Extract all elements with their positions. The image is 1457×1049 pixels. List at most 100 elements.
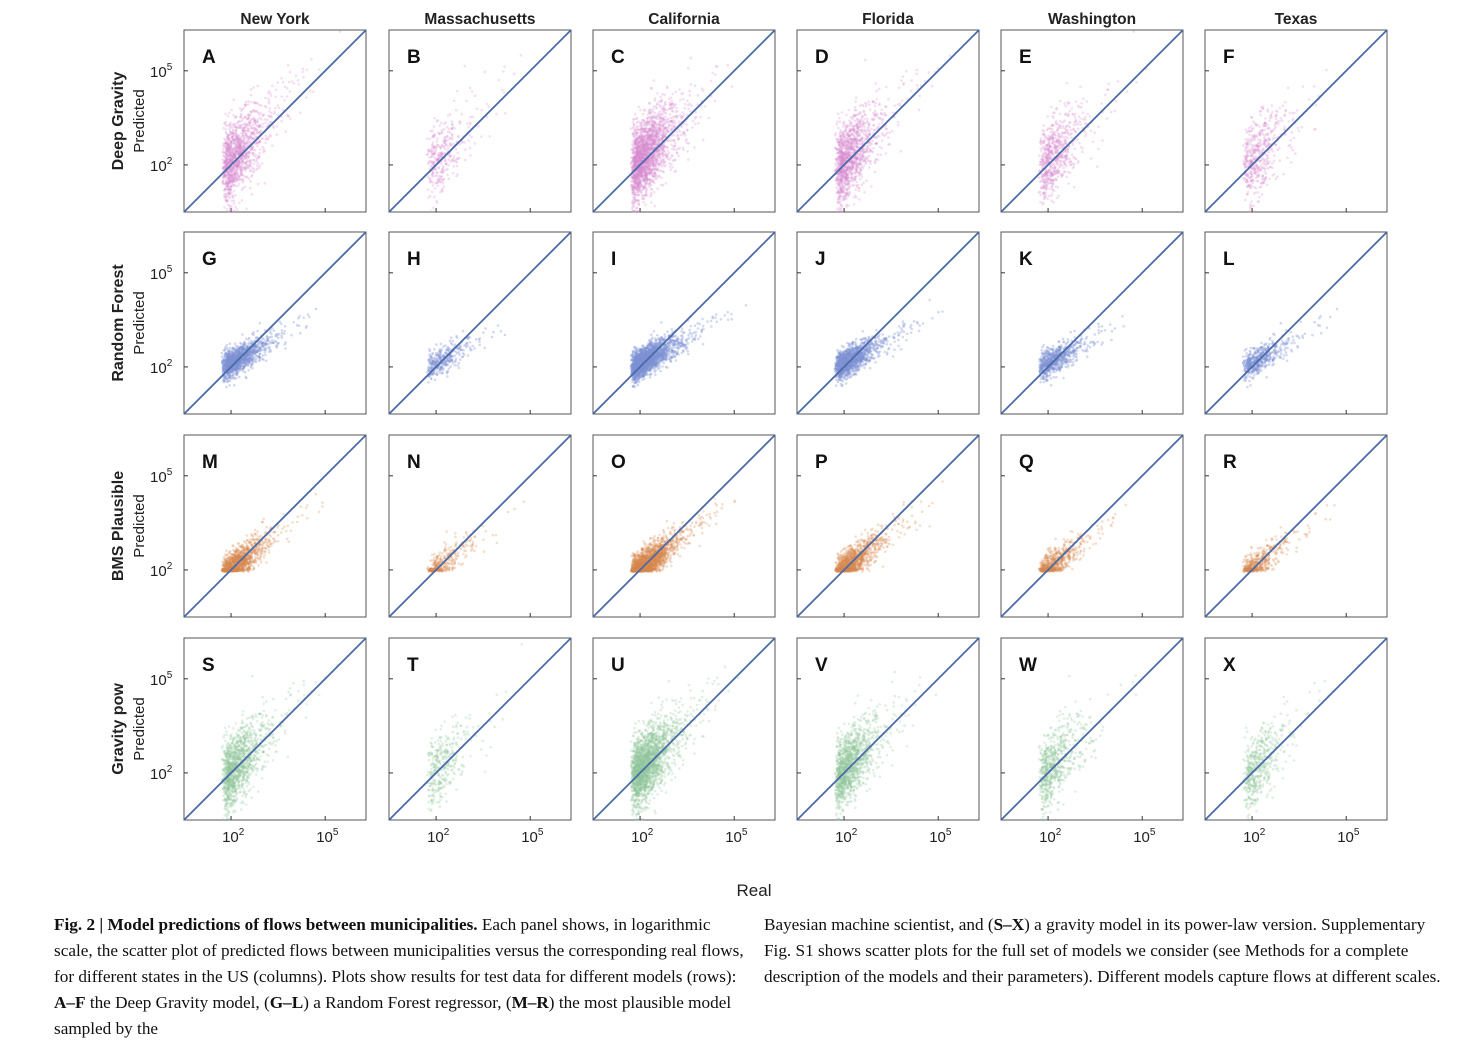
data-point [847,149,851,153]
data-point [651,134,655,137]
data-point [864,131,868,134]
data-point [252,170,256,174]
data-point [487,105,491,108]
data-point [838,116,841,120]
data-point [669,96,673,99]
data-point [263,118,267,121]
data-point [642,186,645,189]
data-point [272,124,275,128]
data-point [455,108,458,112]
data-point [239,164,243,168]
data-point [234,129,238,132]
data-point [852,203,856,206]
data-point [845,152,849,156]
data-point [849,161,852,164]
data-point [238,162,241,166]
data-point [847,108,851,112]
data-point [317,68,321,71]
data-point [857,186,860,190]
data-point [264,121,268,124]
data-point [258,148,262,151]
data-point [648,108,652,111]
data-point [651,179,655,182]
data-point [880,139,884,142]
data-point [229,132,232,136]
data-point [444,121,448,124]
data-point [658,137,662,141]
data-point [440,152,444,155]
data-point [645,162,648,166]
data-point [253,134,257,137]
data-point [464,148,467,151]
data-point [858,142,862,146]
data-point [229,146,232,149]
data-point [864,137,868,140]
data-point [457,135,460,138]
data-point [228,175,232,178]
data-point [254,156,258,159]
data-point [250,132,254,135]
data-point [227,195,230,199]
data-point [437,174,441,178]
data-point [910,79,913,82]
data-point [225,172,229,175]
data-point [269,92,272,95]
data-point [868,159,872,163]
data-point [648,123,651,126]
data-point [833,133,837,137]
data-point [887,98,890,101]
data-point [856,130,859,134]
data-point [837,175,840,178]
data-point [836,120,839,123]
data-point [677,154,680,158]
data-point [836,157,839,161]
data-point [455,161,459,164]
data-point [679,133,683,137]
data-point [670,109,674,112]
data-point [256,120,260,123]
data-point [426,148,430,152]
data-point [258,139,261,143]
data-point [248,124,252,127]
data-point [223,206,226,209]
data-point [638,134,641,138]
data-point [675,109,679,113]
data-point [676,134,679,138]
data-point [697,121,700,125]
data-point [858,153,862,156]
data-point [238,177,242,181]
data-point [652,79,656,82]
data-point [632,123,636,126]
data-point [244,167,248,170]
scatter-figure: New York Massachusetts California Florida Wa… [110,11,1388,900]
data-point [467,125,470,129]
data-point [848,190,851,194]
data-point [884,85,888,89]
data-point [288,70,292,74]
data-point [875,136,879,139]
data-point [456,89,459,93]
data-point [228,130,232,133]
data-point [654,105,658,109]
data-point [842,169,846,172]
data-point [658,105,662,108]
data-point [629,127,633,130]
data-point [227,150,230,154]
data-point [873,160,876,163]
data-point [225,132,228,135]
data-point [444,139,447,142]
data-point [261,114,265,118]
data-point [245,141,248,144]
data-point [884,105,887,109]
data-point [231,194,235,197]
data-point [839,130,842,134]
data-point [468,146,472,150]
data-point [250,175,253,178]
data-point [860,140,863,143]
data-point [255,164,259,167]
data-point [224,197,227,200]
data-point [237,174,241,178]
data-point [867,100,870,103]
data-point [861,130,865,134]
data-point [874,114,878,117]
